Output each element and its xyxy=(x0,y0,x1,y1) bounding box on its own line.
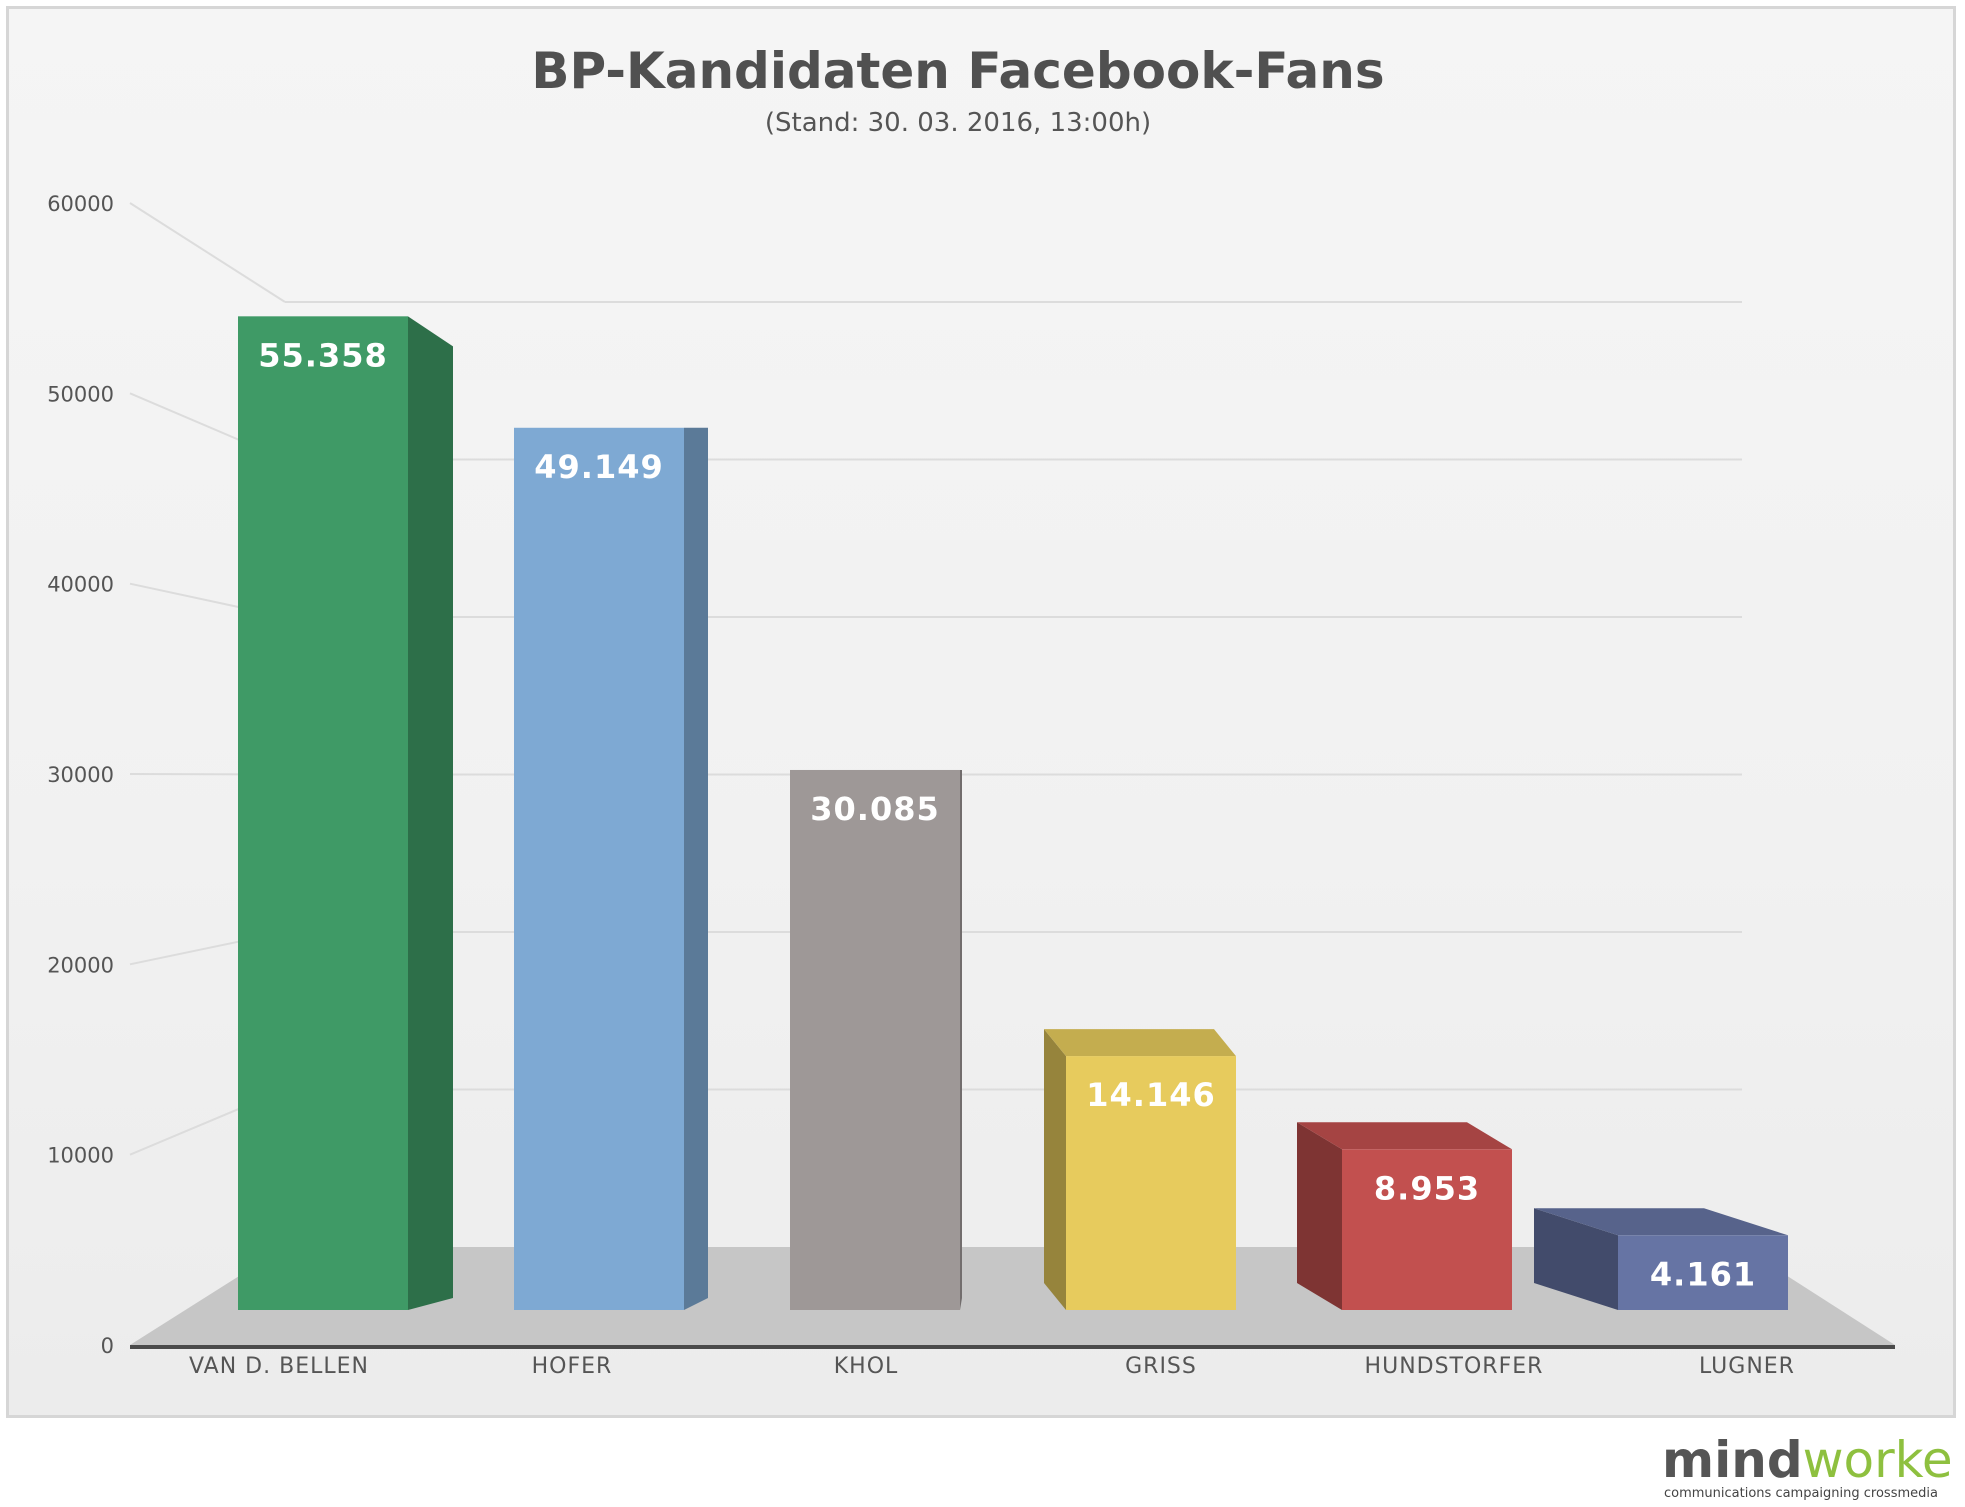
bar-side xyxy=(960,769,962,1310)
data-label: 49.149 xyxy=(534,448,663,486)
bar xyxy=(238,316,408,1310)
data-label: 30.085 xyxy=(810,790,939,828)
bar xyxy=(1066,1056,1236,1310)
bars-layer xyxy=(238,316,1788,1310)
logo-mind-text: mind xyxy=(1662,1433,1803,1489)
x-tick-label: HOFER xyxy=(532,1354,613,1379)
bar-side xyxy=(1044,1029,1066,1310)
data-label: 8.953 xyxy=(1374,1169,1480,1207)
gridline-connector xyxy=(129,202,286,303)
chart-subtitle: (Stand: 30. 03. 2016, 13:00h) xyxy=(765,108,1151,138)
bar-side xyxy=(1297,1122,1342,1310)
y-tick-label: 10000 xyxy=(47,1144,114,1168)
labels-layer: 0 10000 20000 30000 40000 50000 60000 55.358 VAN… xyxy=(47,192,1795,1379)
bar-side xyxy=(1534,1208,1618,1310)
bar-side xyxy=(684,427,708,1310)
x-tick-label: GRISS xyxy=(1125,1354,1197,1379)
bar-side xyxy=(408,316,453,1310)
data-label: 4.161 xyxy=(1650,1255,1756,1293)
bar xyxy=(1618,1235,1788,1310)
chart-title: BP-Kandidaten Facebook-Fans xyxy=(531,42,1384,100)
x-tick-label: VAN D. BELLEN xyxy=(189,1354,369,1379)
y-tick-label: 60000 xyxy=(47,192,114,216)
x-tick-label: KHOL xyxy=(834,1354,899,1379)
bar xyxy=(790,769,960,1310)
mindworker-logo: mindworker communications campaigning cr… xyxy=(1662,1433,1950,1501)
bar-top xyxy=(1297,1122,1512,1150)
y-tick-label: 0 xyxy=(101,1334,114,1358)
logo-worker-text: worker xyxy=(1803,1433,1950,1489)
y-tick-label: 20000 xyxy=(47,953,114,977)
x-tick-label: LUGNER xyxy=(1699,1354,1795,1379)
bar-top xyxy=(1534,1208,1788,1236)
bar xyxy=(514,427,684,1310)
data-label: 14.146 xyxy=(1086,1076,1215,1114)
bar xyxy=(1342,1149,1512,1310)
svg-text:mindworker: mindworker xyxy=(1662,1433,1950,1489)
y-tick-label: 50000 xyxy=(47,382,114,406)
logo-tagline: communications campaigning crossmedia xyxy=(1664,1486,1938,1501)
x-tick-label: HUNDSTORFER xyxy=(1365,1354,1544,1379)
y-tick-label: 40000 xyxy=(47,573,114,597)
y-tick-label: 30000 xyxy=(47,763,114,787)
bar-top xyxy=(1044,1029,1236,1057)
data-label: 55.358 xyxy=(258,336,387,374)
